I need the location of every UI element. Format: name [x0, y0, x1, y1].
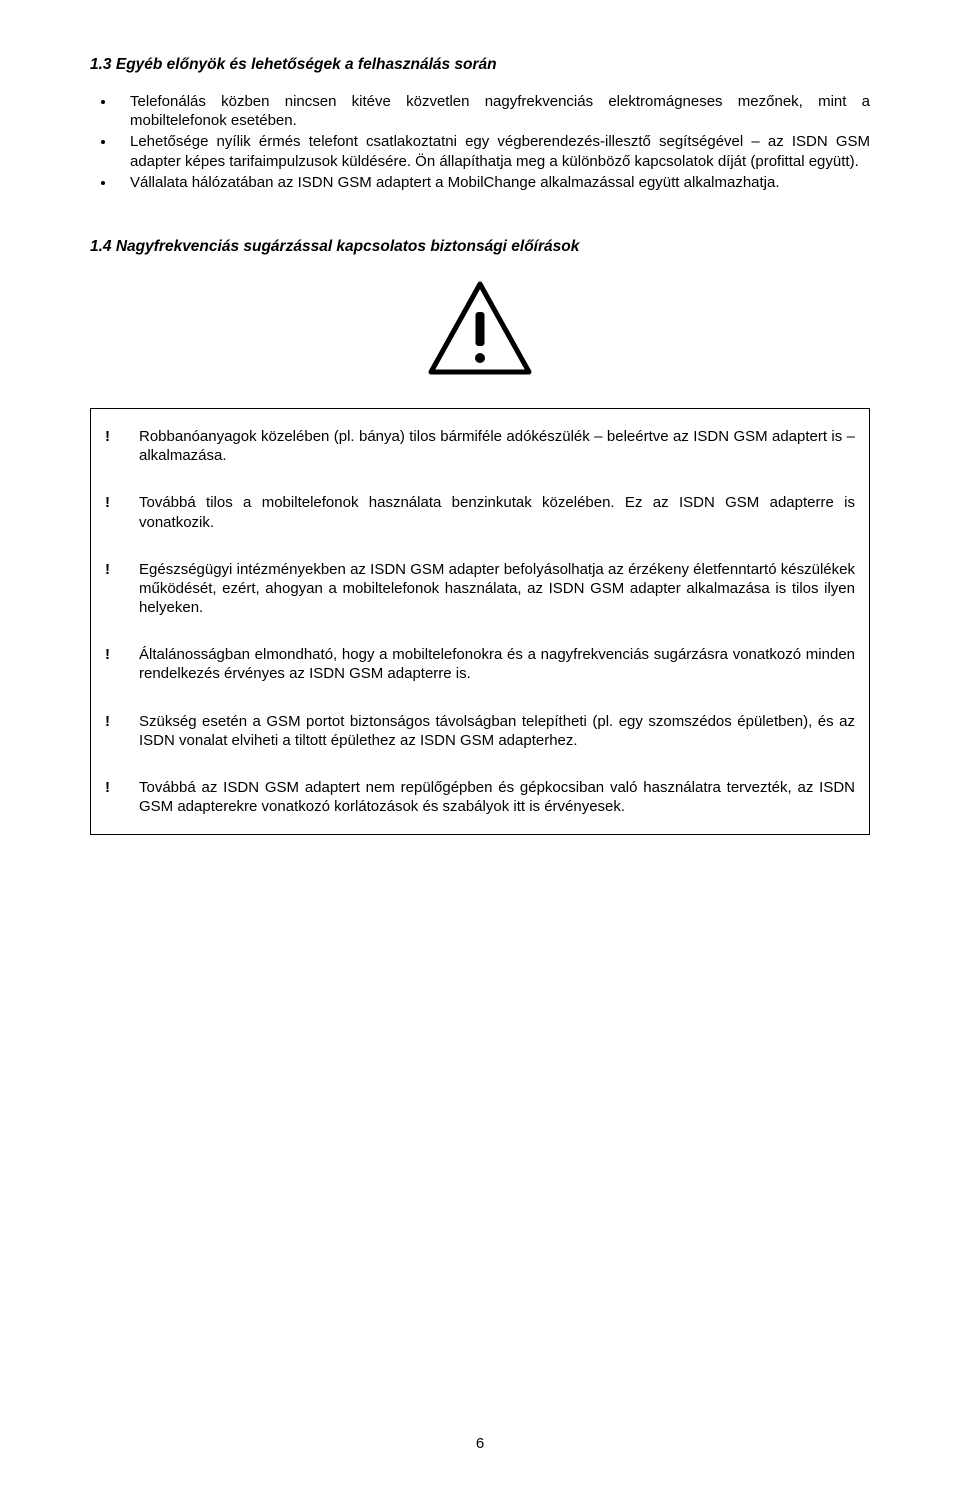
- section-heading-1-3: 1.3 Egyéb előnyök és lehetőségek a felha…: [90, 56, 870, 74]
- bullet-item: Lehetősége nyílik érmés telefont csatlak…: [116, 132, 870, 170]
- warning-text: Továbbá az ISDN GSM adaptert nem repülőg…: [139, 778, 855, 816]
- warning-item: ! Robbanóanyagok közelében (pl. bánya) t…: [105, 427, 855, 465]
- page-number: 6: [0, 1435, 960, 1452]
- exclaim-icon: !: [105, 493, 139, 513]
- bullet-item: Vállalata hálózatában az ISDN GSM adapte…: [116, 173, 870, 192]
- warning-text: Általánosságban elmondható, hogy a mobil…: [139, 645, 855, 683]
- warning-item: ! Továbbá az ISDN GSM adaptert nem repül…: [105, 778, 855, 816]
- exclaim-icon: !: [105, 560, 139, 580]
- warning-text: Egészségügyi intézményekben az ISDN GSM …: [139, 560, 855, 618]
- section-heading-1-4: 1.4 Nagyfrekvenciás sugárzással kapcsola…: [90, 238, 870, 256]
- warning-item: ! Szükség esetén a GSM portot biztonságo…: [105, 712, 855, 750]
- exclaim-icon: !: [105, 712, 139, 732]
- warning-item: ! Egészségügyi intézményekben az ISDN GS…: [105, 560, 855, 618]
- bullet-item: Telefonálás közben nincsen kitéve közvet…: [116, 92, 870, 130]
- warning-text: Továbbá tilos a mobiltelefonok használat…: [139, 493, 855, 531]
- warning-triangle-icon: [425, 278, 535, 378]
- exclaim-icon: !: [105, 778, 139, 798]
- warning-text: Szükség esetén a GSM portot biztonságos …: [139, 712, 855, 750]
- exclaim-icon: !: [105, 645, 139, 665]
- warning-item: ! Általánosságban elmondható, hogy a mob…: [105, 645, 855, 683]
- warning-text: Robbanóanyagok közelében (pl. bánya) til…: [139, 427, 855, 465]
- exclaim-icon: !: [105, 427, 139, 447]
- warning-box: ! Robbanóanyagok közelében (pl. bánya) t…: [90, 408, 870, 835]
- bullet-list: Telefonálás közben nincsen kitéve közvet…: [116, 92, 870, 192]
- warning-item: ! Továbbá tilos a mobiltelefonok használ…: [105, 493, 855, 531]
- document-page: 1.3 Egyéb előnyök és lehetőségek a felha…: [0, 0, 960, 1488]
